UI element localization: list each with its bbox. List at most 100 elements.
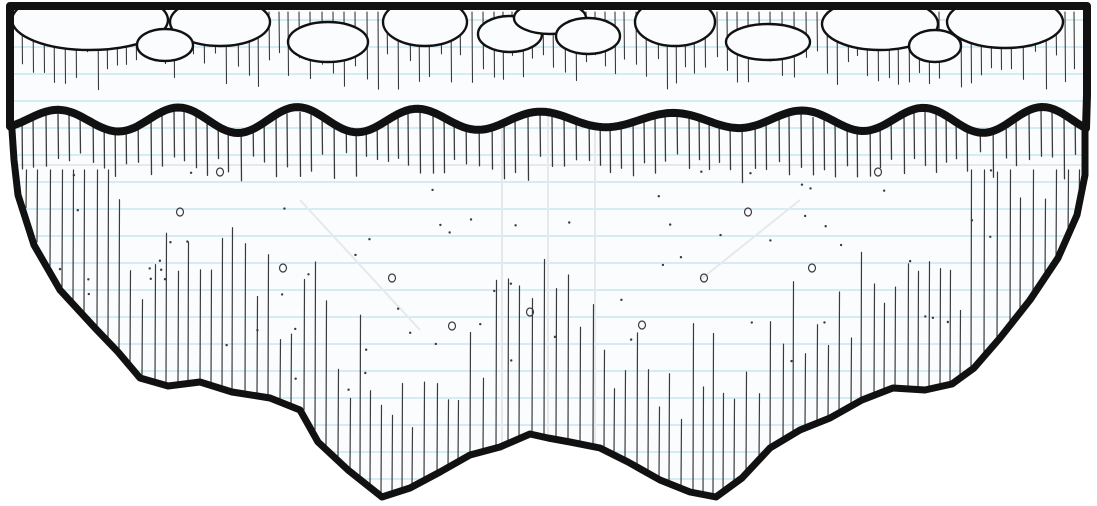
hatch-stroke	[457, 399, 460, 465]
speck-dot	[225, 343, 228, 347]
speck-dot	[514, 224, 517, 227]
hatch-stroke	[1019, 197, 1022, 319]
hatch-stroke	[816, 324, 819, 426]
speck-dot	[307, 273, 310, 276]
hatch-stroke	[913, 111, 916, 160]
hatch-stroke	[83, 169, 86, 313]
hatch-stroke	[716, 11, 719, 58]
hatch-stroke	[49, 169, 52, 267]
hatch-stroke	[654, 116, 657, 174]
speck-dot	[989, 169, 993, 172]
hatch-stroke	[935, 113, 938, 174]
speck-dot	[719, 233, 722, 237]
hatch-stroke	[702, 386, 705, 495]
hatch-stroke	[527, 112, 530, 181]
hatch-stroke	[359, 314, 362, 477]
body-hatching	[21, 107, 1081, 497]
speck-dot	[347, 388, 350, 391]
speck-ring	[175, 207, 185, 217]
hatch-stroke	[187, 241, 190, 385]
hatch-stroke	[804, 353, 807, 431]
hatch-stroke	[860, 251, 863, 404]
hatch-stroke	[827, 344, 830, 421]
hatch-stroke	[563, 112, 566, 167]
hatch-stroke	[823, 112, 826, 171]
hatch-stroke	[983, 169, 986, 362]
hatch-stroke	[907, 263, 910, 390]
body-specks	[58, 167, 993, 391]
speck-dot	[439, 223, 442, 227]
hatch-stroke	[1064, 11, 1067, 83]
speck-ring	[215, 167, 225, 177]
speck-dot	[790, 359, 793, 363]
speck-dot	[159, 268, 163, 271]
hatch-stroke	[221, 237, 224, 389]
hatch-stroke	[531, 298, 534, 436]
hatch-stroke	[647, 369, 650, 472]
hatch-stroke	[423, 381, 426, 484]
hatch-stroke	[758, 393, 761, 465]
speck-dot	[87, 278, 90, 281]
speck-ring	[637, 320, 647, 330]
speck-ring	[447, 321, 457, 331]
speck-dot	[72, 173, 76, 177]
hatch-stroke	[447, 399, 450, 471]
hatch-stroke	[419, 111, 422, 174]
hatch-stroke	[407, 112, 410, 166]
speck-ring	[873, 167, 883, 177]
speck-dot	[354, 253, 357, 257]
hatch-stroke	[668, 373, 671, 483]
hatch-stroke	[290, 333, 293, 406]
speck-dot	[149, 277, 152, 281]
hatch-stroke	[310, 108, 313, 172]
hatch-stroke	[275, 110, 278, 178]
speck-dot	[800, 183, 804, 186]
hatch-stroke	[1015, 113, 1018, 167]
speck-dot	[186, 240, 189, 243]
hatch-stroke	[1009, 169, 1012, 331]
speck-dot	[431, 188, 434, 192]
speck-dot	[509, 282, 513, 285]
hatch-stroke	[267, 254, 270, 398]
speck-ring	[525, 307, 535, 317]
speck-dot	[294, 377, 297, 380]
hatch-stroke	[256, 295, 259, 396]
hatch-stroke	[337, 368, 340, 458]
hatch-stroke	[397, 113, 400, 160]
hatch-stroke	[1051, 107, 1054, 158]
hatch-stroke	[32, 111, 35, 168]
hatch-stroke	[507, 278, 510, 446]
speck-dot	[668, 223, 672, 226]
hatch-stroke	[36, 169, 39, 243]
hatch-stroke	[996, 171, 999, 347]
speck-ring	[743, 207, 753, 217]
hatch-stroke	[377, 11, 380, 90]
speck-dot	[256, 328, 259, 332]
hatch-stroke	[107, 169, 110, 338]
hatch-stroke	[279, 338, 282, 401]
hatch-stroke	[555, 288, 558, 440]
hatch-stroke	[539, 111, 542, 157]
speck-dot	[749, 172, 752, 175]
speck-dot	[750, 321, 753, 324]
hatch-stroke	[96, 169, 99, 327]
speck-dot	[839, 243, 843, 247]
island-body-outline	[6, 91, 1089, 501]
hatch-stroke	[733, 398, 736, 488]
hatch-stroke	[792, 281, 795, 438]
hatch-stroke	[636, 332, 639, 466]
hatch-stroke	[613, 388, 616, 454]
hatch-stroke	[1055, 169, 1058, 268]
hatch-stroke	[1073, 11, 1076, 70]
speck-dot	[283, 207, 286, 210]
hatch-stroke	[45, 113, 48, 167]
speck-dot	[493, 289, 496, 293]
hatch-stroke	[1028, 113, 1031, 161]
hatch-stroke	[244, 243, 247, 395]
hatch-stroke	[514, 112, 517, 174]
hatch-stroke	[161, 113, 164, 167]
hatch-stroke	[959, 309, 962, 382]
hatch-stroke	[970, 169, 973, 374]
speck-dot	[163, 278, 167, 281]
